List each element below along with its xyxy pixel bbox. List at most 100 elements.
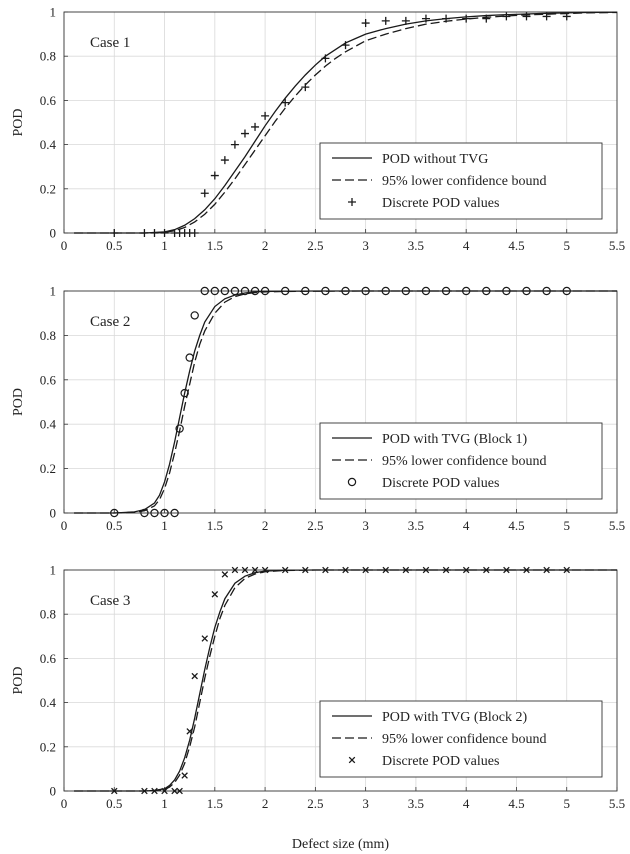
case-annotation: Case 1 [90,35,130,51]
x-tick-label: 1.5 [207,518,223,533]
data-point [221,571,229,578]
data-point [250,286,260,296]
data-point [210,171,219,180]
x-tick-label: 4.5 [508,796,524,811]
data-point [322,566,329,574]
data-point [186,728,193,735]
x-axis-label: Defect size (mm) [292,837,390,852]
data-point [523,566,530,574]
data-point [240,286,250,296]
legend-box [319,422,603,500]
x-tick-label: 3.5 [408,238,424,253]
x-tick-label: 4.5 [508,518,524,533]
data-point [482,14,491,23]
data-point [401,16,410,25]
x-tick-label: 3.5 [408,796,424,811]
data-point [261,111,270,120]
data-point [190,229,199,237]
x-tick-label: 2 [262,796,269,811]
x-tick-label: 3 [362,796,369,811]
data-point [542,12,551,21]
y-tick-label: 0.6 [40,372,57,387]
data-point [211,591,219,598]
data-point [502,12,511,21]
pod-curve [74,11,618,234]
data-point [220,156,229,165]
data-point [150,229,159,237]
y-tick-label: 0.6 [40,93,57,108]
data-point [543,566,550,574]
data-point [422,566,430,574]
chart-panel-1: 0 0.5 1 1.5 2 2.5 3 3.5 4 4.5 5 5.5 0 0.2 0.4 0.6 0.8 1 PO… [11,5,625,254]
x-tick-label: 5.5 [609,238,625,253]
legend-entry: POD with TVG (Block 1) [382,432,528,447]
data-point [402,566,410,574]
data-point [200,286,209,296]
legend-entry: 95% lower confidence bound [382,174,546,189]
x-tick-label: 5.5 [609,518,625,533]
data-point [281,566,289,574]
legend-swatch [348,756,356,764]
data-point [170,508,179,518]
data-point [210,286,220,296]
legend-entry: Discrete POD values [382,476,499,491]
case-annotation: Case 2 [90,314,130,330]
data-point [281,98,290,107]
legend: POD with TVG (Block 2) 95% lower confiden… [319,700,603,778]
data-point [220,286,230,296]
data-point [230,140,239,149]
x-tick-label: 0 [61,796,68,811]
x-tick-label: 4 [463,796,470,811]
data-point [421,14,430,23]
data-point [171,787,178,795]
data-point [381,16,390,25]
data-point [302,566,309,574]
x-tick-label: 4 [463,238,470,253]
x-tick-label: 5 [563,238,570,253]
data-point [301,286,310,296]
legend-entry: 95% lower confidence bound [382,732,546,747]
data-point [542,286,551,296]
data-point [181,772,188,779]
data-point [111,787,118,795]
legend-entry: POD with TVG (Block 2) [382,710,528,725]
data-point [381,286,390,296]
legend-box [319,142,603,220]
x-tick-label: 1.5 [207,238,223,253]
y-tick-label: 0.4 [40,417,57,432]
x-tick-label: 5 [563,796,570,811]
data-point [401,286,411,296]
y-tick-label: 0 [50,784,57,799]
data-point [260,286,270,296]
y-axis-label: POD [11,388,26,416]
data-point [522,12,531,21]
data-point [503,566,510,574]
chart-panel-2: 0 0.5 1 1.5 2 2.5 3 3.5 4 4.5 5 5.5 0 0.2 0.4 0.6 0.8 1 PO… [11,284,625,534]
data-point [321,54,330,63]
lower-bound-curve [74,11,618,234]
x-tick-label: 0.5 [106,518,122,533]
x-tick-label: 3 [362,518,369,533]
data-point [281,286,290,296]
data-point [382,566,390,574]
data-point [483,566,490,574]
x-tick-label: 0.5 [106,238,122,253]
x-tick-label: 2 [262,238,269,253]
y-tick-label: 0.8 [40,49,56,64]
y-tick-label: 0.8 [40,328,56,343]
data-point [241,566,249,574]
data-point [240,129,249,138]
data-point [191,672,198,680]
y-tick-label: 0.6 [40,651,57,666]
x-tick-label: 0 [61,518,68,533]
y-tick-label: 1 [50,284,57,299]
legend: POD without TVG 95% lower confidence boun… [319,142,603,220]
y-tick-label: 0 [50,506,57,521]
legend-box [319,700,603,778]
legend-swatch [347,477,357,487]
y-tick-label: 1 [50,5,57,20]
x-tick-label: 5 [563,518,570,533]
legend: POD with TVG (Block 1) 95% lower confiden… [319,422,603,500]
data-point [342,566,349,574]
